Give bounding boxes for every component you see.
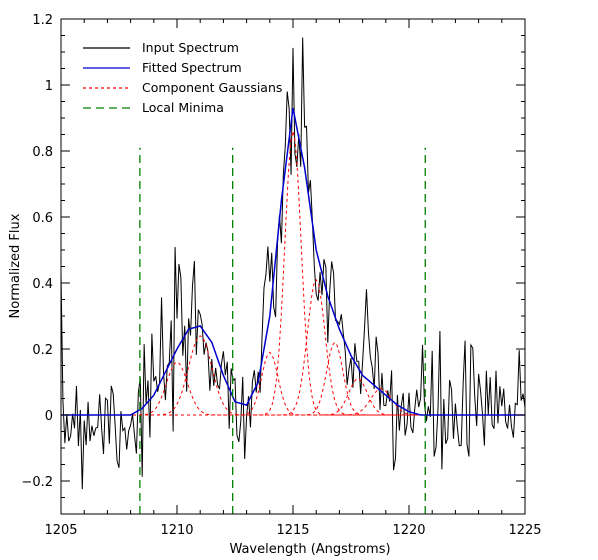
y-tick-label: 1.2 xyxy=(32,13,53,28)
y-tick-label: 0 xyxy=(45,409,53,424)
plot-frame xyxy=(60,18,526,515)
axes-frame xyxy=(60,18,526,515)
legend-label: Local Minima xyxy=(142,100,224,115)
x-tick-label: 1215 xyxy=(276,523,309,538)
x-tick-label: 1220 xyxy=(392,523,425,538)
component-gaussian-4 xyxy=(61,131,525,416)
legend-label: Component Gaussians xyxy=(142,80,282,95)
legend-item: Input Spectrum xyxy=(83,40,239,55)
legend-item: Component Gaussians xyxy=(83,80,282,95)
y-tick-label: 1 xyxy=(45,79,53,94)
plot-area xyxy=(61,37,525,514)
legend-item: Fitted Spectrum xyxy=(83,60,242,75)
legend: Input Spectrum Fitted Spectrum Component G… xyxy=(83,40,282,115)
series-input-spectrum xyxy=(61,37,525,490)
y-tick-label: −0.2 xyxy=(21,475,53,490)
series-fitted-spectrum xyxy=(61,107,525,416)
x-tick-label: 1210 xyxy=(160,523,193,538)
component-gaussian-2 xyxy=(61,335,525,416)
y-tick-label: 0.6 xyxy=(32,211,53,226)
y-axis-title: Normalized Flux xyxy=(8,213,23,318)
y-tick-label: 0.2 xyxy=(32,343,53,358)
y-tick-label: 0.8 xyxy=(32,145,53,160)
x-tick-label: 1225 xyxy=(508,523,541,538)
component-gaussian-5 xyxy=(61,278,525,416)
x-axis-title: Wavelength (Angstroms) xyxy=(229,542,390,557)
legend-item: Local Minima xyxy=(83,100,224,115)
legend-label: Input Spectrum xyxy=(142,40,239,55)
legend-label: Fitted Spectrum xyxy=(142,60,242,75)
y-tick-label: 0.4 xyxy=(32,277,53,292)
axis-ticks: 1205 1210 1215 1220 1225 −0.2 0 0.2 0.4 0.6 0.8 1 1.… xyxy=(21,13,541,538)
x-tick-label: 1205 xyxy=(44,523,77,538)
